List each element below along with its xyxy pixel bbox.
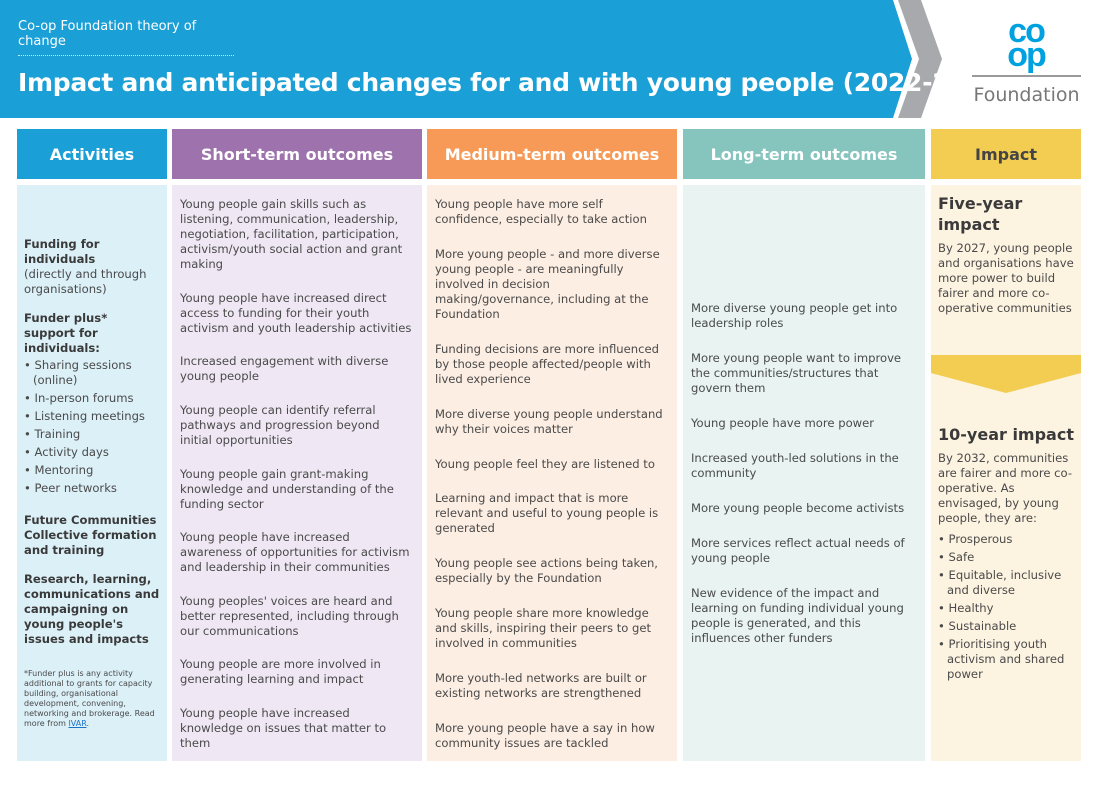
impact-bullet: Healthy: [938, 601, 1074, 616]
activity-text: (directly and through organisations): [24, 267, 147, 296]
outcome: Young people have more power: [691, 415, 875, 430]
logo-mark: op: [1007, 36, 1047, 74]
outcome: Young people see actions being taken, es…: [435, 556, 658, 586]
outcome: More young people become activists: [691, 500, 905, 515]
outcome: More diverse young people understand why…: [435, 406, 663, 436]
logo-mark: co: [1008, 12, 1046, 50]
activity-bullet: Sharing sessions (online): [24, 358, 160, 388]
impact-bullet: Prioritising youth activism and shared p…: [938, 637, 1074, 682]
outcome: Young people feel they are listened to: [435, 456, 655, 471]
page-title: Impact and anticipated changes for and w…: [18, 68, 978, 97]
outcome: More services reflect actual needs of yo…: [691, 535, 905, 565]
impact-bullet: Equitable, inclusive and diverse: [938, 568, 1074, 598]
activity-title: Research, learning, communications and c…: [24, 572, 160, 646]
impact-title: Five-year impact: [938, 194, 1023, 234]
header-band: [0, 0, 942, 118]
outcome: More youth-led networks are built or exi…: [435, 671, 647, 700]
outcome: More young people - and more diverse you…: [435, 246, 660, 321]
outcome: Learning and impact that is more relevan…: [435, 491, 659, 536]
activity-bullet: In-person forums: [24, 391, 160, 406]
impact-text: By 2027, young people and organisations …: [938, 241, 1074, 315]
outcome: Young people have increased awareness of…: [180, 530, 410, 575]
outcome: Young people gain grant-making knowledge…: [180, 466, 394, 511]
activity-title: Future Communities Collective formation …: [24, 513, 157, 557]
activity-bullet: Activity days: [24, 445, 160, 460]
outcome: More young people have a say in how comm…: [435, 720, 655, 750]
activity-bullet: Listening meetings: [24, 409, 160, 424]
medium-term-column: Young people have more self confidence, …: [427, 185, 677, 761]
footnote-text: *Funder plus is any activity additional …: [24, 669, 155, 728]
impact-text: By 2032, communities are fairer and more…: [938, 451, 1073, 525]
column-heading: Short-term outcomes: [172, 129, 422, 179]
footnote: *Funder plus is any activity additional …: [24, 669, 160, 729]
impact-block: 10-year impact By 2032, communities are f…: [938, 424, 1074, 685]
activity-bullet: Peer networks: [24, 481, 160, 496]
activity-title: Funding for individuals: [24, 237, 100, 266]
footnote-link[interactable]: IVAR: [68, 719, 87, 728]
column-heading: Impact: [931, 129, 1081, 179]
outcome: More young people want to improve the co…: [691, 350, 902, 395]
activity-block: Funder plus* support for individuals:Sha…: [24, 311, 160, 499]
activity-title: Funder plus* support for individuals:: [24, 311, 108, 355]
impact-bullet: Safe: [938, 550, 1074, 565]
column-heading: Medium-term outcomes: [427, 129, 677, 179]
impact-bullet: Sustainable: [938, 619, 1074, 634]
outcome: Young people gain skills such as listeni…: [180, 197, 403, 271]
activity-block: Funding for individuals (directly and thr…: [24, 237, 160, 297]
outcome: Young people are more involved in genera…: [180, 657, 381, 687]
bullet-list: Sharing sessions (online) In-person forum…: [24, 358, 160, 496]
column-heading: Long-term outcomes: [683, 129, 925, 179]
activity-bullet: Mentoring: [24, 463, 160, 478]
outcome: Young people can identify referral pathw…: [180, 402, 380, 447]
outcome: Young people share more knowledge and sk…: [435, 606, 652, 651]
logo-name: Foundation: [973, 84, 1080, 106]
outcome: Funding decisions are more influenced by…: [435, 341, 659, 386]
impact-bullet: Prosperous: [938, 532, 1074, 547]
outcome: New evidence of the impact and learning …: [691, 585, 904, 645]
impact-column: Five-year impact By 2027, young people an…: [931, 185, 1081, 761]
outcome: Increased engagement with diverse young …: [180, 354, 389, 384]
column-heading: Activities: [17, 129, 167, 179]
activity-block: Research, learning, communications and c…: [24, 572, 160, 647]
impact-block: Five-year impact By 2027, young people an…: [938, 193, 1074, 316]
activity-bullet: Training: [24, 427, 160, 442]
activities-column: Funding for individuals (directly and thr…: [17, 185, 167, 761]
outcome: Young people have more self confidence, …: [435, 197, 647, 226]
bullet-list: Prosperous Safe Equitable, inclusive and d…: [938, 532, 1074, 682]
outcome: Young people have increased knowledge on…: [180, 706, 387, 750]
short-term-column: Young people gain skills such as listeni…: [172, 185, 422, 761]
logo-rule: [972, 75, 1081, 77]
outcome: Young peoples' voices are heard and bett…: [180, 593, 399, 638]
footnote-end: .: [86, 719, 90, 728]
chevron: [931, 355, 1081, 393]
outcome: Increased youth-led solutions in the com…: [691, 450, 899, 480]
outcome: Young people have increased direct acces…: [180, 290, 412, 335]
activity-block: Future Communities Collective formation …: [24, 513, 160, 558]
long-term-column: More diverse young people get into leade…: [683, 185, 925, 761]
outcome: More diverse young people get into leade…: [691, 300, 898, 330]
impact-title: 10-year impact: [938, 425, 1074, 444]
kicker: Co-op Foundation theory of change: [18, 19, 234, 56]
